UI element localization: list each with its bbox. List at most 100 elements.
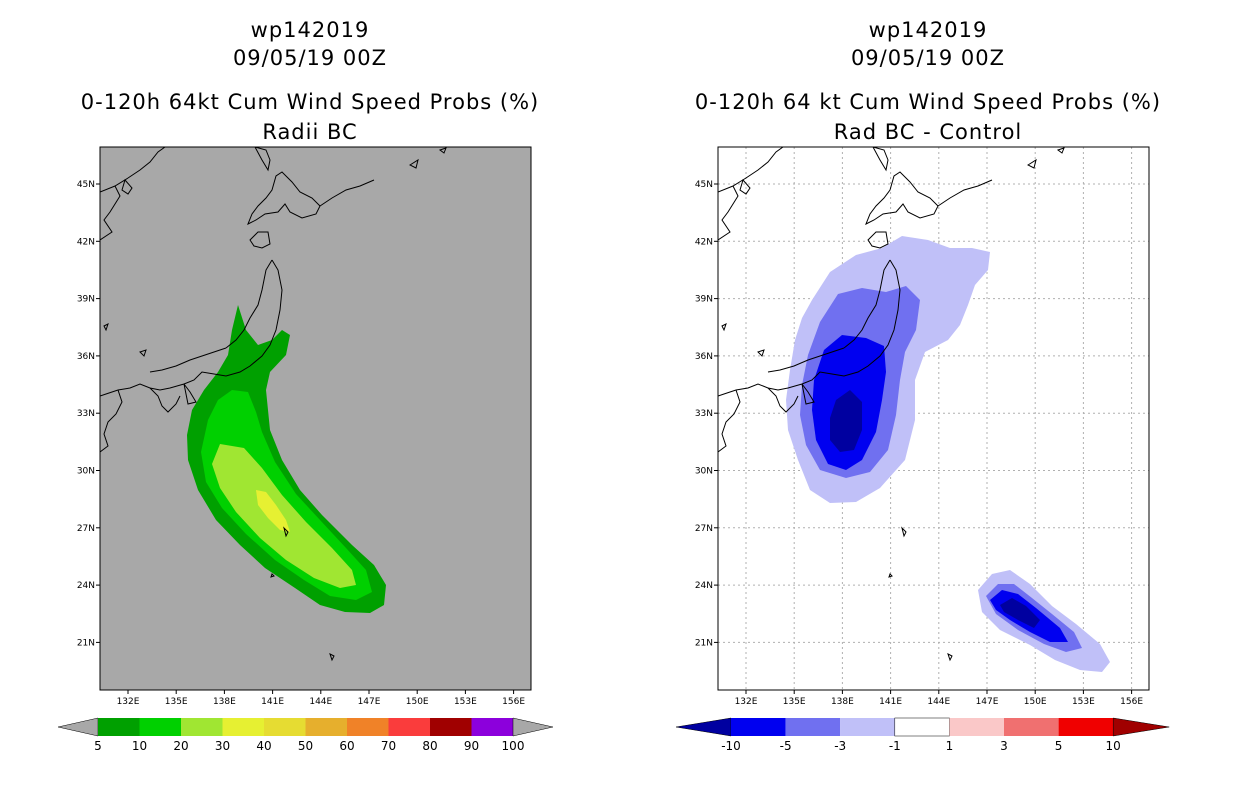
colorbar-swatch xyxy=(840,718,895,736)
colorbar-swatch xyxy=(181,718,223,736)
colorbar-label: 1 xyxy=(946,739,954,753)
y-tick-label: 30N xyxy=(77,467,95,477)
x-tick-label: 153E xyxy=(1072,697,1095,707)
colorbar-label: 100 xyxy=(502,739,525,753)
left-map-panel: 132E 135E 138E 141E 144E 147E 150E 153E 156E 45N… xyxy=(57,146,554,753)
left-map-frame xyxy=(99,146,532,691)
colorbar-label: 50 xyxy=(298,739,313,753)
colorbar-label: 80 xyxy=(422,739,437,753)
colorbar-high-arrow xyxy=(1112,717,1170,737)
colorbar-low-arrow xyxy=(675,717,732,737)
y-tick-label: 39N xyxy=(77,295,95,305)
colorbar-swatch xyxy=(139,718,181,736)
colorbar-swatch xyxy=(1058,718,1114,736)
colorbar-swatch xyxy=(222,718,264,736)
right-map-panel: 132E 135E 138E 141E 144E 147E 150E 153E 156E 45N… xyxy=(675,146,1170,753)
x-tick-label: 150E xyxy=(1024,697,1047,707)
y-tick-label: 27N xyxy=(77,524,95,534)
y-tick-label: 33N xyxy=(77,409,95,419)
colorbar-label: 30 xyxy=(215,739,230,753)
colorbar-swatch xyxy=(471,718,513,736)
x-tick-label: 144E xyxy=(309,697,332,707)
x-tick-label: 132E xyxy=(117,697,140,707)
right-title-storm-id: wp142019 xyxy=(868,18,988,42)
y-tick-label: 36N xyxy=(77,352,95,362)
left-probability-contours xyxy=(187,305,386,613)
left-title-storm-id: wp142019 xyxy=(250,18,370,42)
left-colorbar: 5 10 20 30 40 50 60 70 80 90 100 xyxy=(57,717,554,753)
x-tick-label: 153E xyxy=(454,697,477,707)
x-tick-label: 138E xyxy=(831,697,854,707)
x-tick-label: 156E xyxy=(502,697,525,707)
right-x-axis: 132E 135E 138E 141E 144E 147E 150E 153E 156E xyxy=(735,690,1143,707)
right-map-background xyxy=(718,147,1149,690)
left-contour-20 xyxy=(212,444,356,588)
x-tick-label: 141E xyxy=(261,697,284,707)
right-y-axis: 45N 42N 39N 36N 33N 30N 27N 24N 21N xyxy=(695,180,718,648)
colorbar-label: 5 xyxy=(94,739,102,753)
y-tick-label: 39N xyxy=(695,295,713,305)
colorbar-label: 60 xyxy=(339,739,354,753)
colorbar-high-arrow xyxy=(512,717,554,737)
left-contour-5 xyxy=(187,305,386,613)
left-title-variant: Radii BC xyxy=(262,120,358,144)
colorbar-swatch xyxy=(430,718,472,736)
colorbar-label: 20 xyxy=(173,739,188,753)
y-tick-label: 45N xyxy=(77,180,95,190)
y-tick-label: 45N xyxy=(695,180,713,190)
right-contour-minus10-south xyxy=(1000,598,1040,628)
x-tick-label: 141E xyxy=(879,697,902,707)
colorbar-swatch xyxy=(894,717,950,737)
y-tick-label: 42N xyxy=(77,237,95,247)
colorbar-swatch xyxy=(949,718,1004,736)
colorbar-swatch xyxy=(388,718,430,736)
x-tick-label: 132E xyxy=(735,697,758,707)
y-tick-label: 27N xyxy=(695,524,713,534)
right-title-product: 0-120h 64 kt Cum Wind Speed Probs (%) xyxy=(694,90,1162,114)
colorbar-label: 3 xyxy=(1000,739,1008,753)
left-x-axis: 132E 135E 138E 141E 144E 147E 150E 153E 156E xyxy=(117,690,525,707)
y-tick-label: 21N xyxy=(695,638,713,648)
right-contour-minus10-north xyxy=(830,390,862,452)
y-tick-label: 21N xyxy=(77,638,95,648)
colorbar-label: 70 xyxy=(381,739,396,753)
x-tick-label: 144E xyxy=(927,697,950,707)
colorbar-label: 90 xyxy=(464,739,479,753)
y-tick-label: 24N xyxy=(695,581,713,591)
right-title-variant: Rad BC - Control xyxy=(833,120,1023,144)
left-title-datetime: 09/05/19 00Z xyxy=(232,46,388,70)
colorbar-swatch xyxy=(264,718,306,736)
colorbar-swatch xyxy=(1004,718,1059,736)
left-title-product: 0-120h 64kt Cum Wind Speed Probs (%) xyxy=(80,90,540,114)
x-tick-label: 135E xyxy=(165,697,188,707)
right-colorbar: -10 -5 -3 -1 1 3 5 10 xyxy=(675,717,1170,753)
y-tick-label: 33N xyxy=(695,409,713,419)
colorbar-label: -3 xyxy=(834,739,846,753)
colorbar-label: -1 xyxy=(889,739,901,753)
y-tick-label: 30N xyxy=(695,467,713,477)
y-tick-label: 42N xyxy=(695,237,713,247)
colorbar-label: -5 xyxy=(780,739,792,753)
colorbar-low-arrow xyxy=(57,717,99,737)
colorbar-swatch xyxy=(347,718,389,736)
right-title-datetime: 09/05/19 00Z xyxy=(850,46,1006,70)
x-tick-label: 135E xyxy=(783,697,806,707)
x-tick-label: 150E xyxy=(406,697,429,707)
y-tick-label: 24N xyxy=(77,581,95,591)
colorbar-swatch xyxy=(305,718,347,736)
y-tick-label: 36N xyxy=(695,352,713,362)
left-contour-30 xyxy=(256,490,290,532)
x-tick-label: 138E xyxy=(213,697,236,707)
right-map-frame xyxy=(717,146,1150,691)
colorbar-label: 10 xyxy=(1106,739,1121,753)
right-difference-contours xyxy=(786,236,1110,672)
colorbar-swatch xyxy=(98,718,140,736)
x-tick-label: 156E xyxy=(1120,697,1143,707)
colorbar-swatch xyxy=(785,718,841,736)
colorbar-label: 10 xyxy=(132,739,147,753)
colorbar-label: 5 xyxy=(1055,739,1063,753)
colorbar-label: -10 xyxy=(721,739,741,753)
left-y-axis: 45N 42N 39N 36N 33N 30N 27N 24N 21N xyxy=(77,180,100,648)
x-tick-label: 147E xyxy=(358,697,381,707)
